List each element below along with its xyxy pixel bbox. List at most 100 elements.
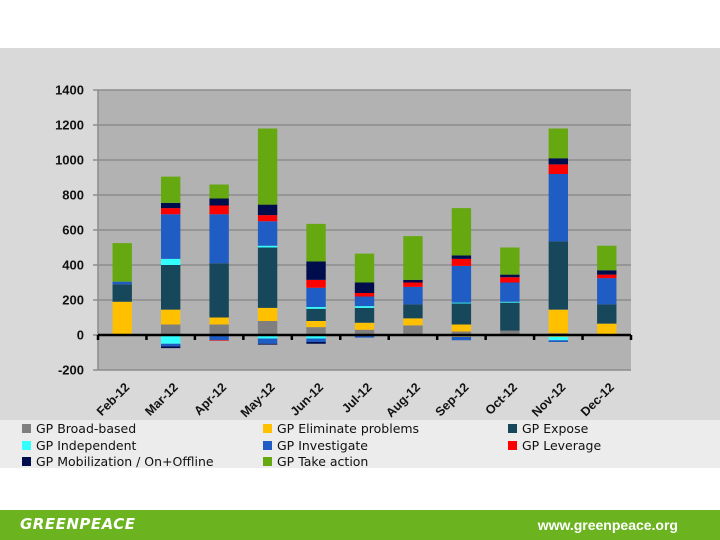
legend-item: GP Take action xyxy=(263,454,368,470)
bar-segment xyxy=(451,265,472,303)
y-tick-label: 400 xyxy=(62,258,84,273)
bar-segment-negative xyxy=(306,342,326,344)
bar-segment xyxy=(306,223,326,262)
bar-segment xyxy=(209,184,229,199)
x-tick-label: Aug-12 xyxy=(383,380,423,420)
bar-segment xyxy=(451,331,472,335)
bar-segment-negative xyxy=(548,340,569,342)
bar-segment xyxy=(209,317,229,325)
x-axis xyxy=(96,333,633,340)
bar-segment xyxy=(306,308,326,321)
y-tick-label: 200 xyxy=(62,293,84,308)
bar-segment xyxy=(403,236,423,280)
bar-segment xyxy=(403,286,423,305)
y-tick-label: 600 xyxy=(62,223,84,238)
bar-segment xyxy=(257,247,278,308)
bar-segment-negative xyxy=(257,338,278,344)
x-tick-label: May-12 xyxy=(238,380,278,420)
bar-segment xyxy=(354,329,375,335)
bar-segment xyxy=(403,282,423,287)
legend-swatch xyxy=(508,440,517,450)
bar-segment-negative xyxy=(160,335,181,344)
bar-segment xyxy=(403,325,423,335)
legend-item: GP Broad-based xyxy=(22,421,136,437)
bar-segment xyxy=(451,258,472,266)
bar-segment xyxy=(451,255,472,259)
bar-segment xyxy=(500,247,520,275)
bar-segment-negative xyxy=(451,335,472,337)
legend-label: GP Broad-based xyxy=(36,421,137,436)
greenpeace-logo: GREENPEACE xyxy=(20,515,136,533)
bar-segment xyxy=(500,274,520,278)
y-tick-label: 0 xyxy=(77,328,84,343)
x-tick-label: Sep-12 xyxy=(433,380,472,419)
bar-segment xyxy=(451,303,472,325)
x-tick-label: Jul-12 xyxy=(339,380,374,415)
x-tick-label: Jun-12 xyxy=(288,380,326,418)
legend-swatch xyxy=(508,424,517,433)
legend-item: GP Investigate xyxy=(263,438,368,454)
legend-label: GP Expose xyxy=(522,421,589,436)
legend-swatch xyxy=(263,440,272,450)
bar-segment xyxy=(112,284,132,302)
legend-item: GP Expose xyxy=(508,421,588,437)
bar-segment xyxy=(548,174,569,242)
bar-segment xyxy=(597,274,617,279)
bar-segment-negative xyxy=(306,335,326,339)
bar-segment xyxy=(160,176,181,203)
legend-label: GP Mobilization / On+Offline xyxy=(36,454,214,469)
bar-segment xyxy=(548,158,569,165)
legend-label: GP Investigate xyxy=(277,437,368,453)
bar-segment xyxy=(209,214,229,264)
stacked-bar-chart: -200 0 200 400 600 800 1000 1200 1400 Feb-12 Mar-… xyxy=(55,83,633,420)
bar-segment xyxy=(209,324,229,335)
y-tick-label: 800 xyxy=(62,188,84,203)
legend-swatch xyxy=(22,457,31,466)
bar-segment xyxy=(548,128,569,159)
legend-item: GP Leverage xyxy=(508,438,601,454)
bar-segment xyxy=(257,321,278,335)
bar-segment xyxy=(209,205,229,215)
bar-segment-negative xyxy=(160,343,181,347)
bar-segment xyxy=(306,287,326,307)
bar-segment xyxy=(354,282,375,293)
bar-segment xyxy=(160,258,181,265)
bar-segment xyxy=(306,321,326,328)
bar-segment-negative xyxy=(209,335,229,341)
bar-segment xyxy=(354,253,375,283)
bar-segment xyxy=(500,277,520,283)
y-tick-label: 1200 xyxy=(55,118,84,133)
bar-segment xyxy=(209,198,229,206)
bar-segment xyxy=(257,204,278,216)
bar-segment-negative xyxy=(548,336,569,341)
legend-label: GP Eliminate problems xyxy=(277,421,420,436)
bar-segment xyxy=(112,301,132,335)
bar-segment xyxy=(597,278,617,305)
bar-segment xyxy=(597,245,617,271)
x-tick-label: Feb-12 xyxy=(94,380,132,418)
bar-segment-negative xyxy=(354,335,375,338)
bar-segment-negative xyxy=(209,340,229,341)
bar-segment xyxy=(257,128,278,205)
bars xyxy=(112,128,617,349)
bar-segment xyxy=(500,302,520,331)
bar-segment xyxy=(354,307,375,323)
x-tick-label: Nov-12 xyxy=(529,380,568,419)
bar-segment-negative xyxy=(306,338,326,342)
bar-segment xyxy=(354,322,375,330)
bar-segment xyxy=(403,318,423,326)
bar-segment xyxy=(209,263,229,318)
x-tick-label: Apr-12 xyxy=(191,380,229,418)
website-url[interactable]: www.greenpeace.org xyxy=(537,517,678,533)
bar-segment xyxy=(257,221,278,246)
bar-segment-negative xyxy=(451,336,472,341)
legend-label: GP Independent xyxy=(36,437,137,453)
bar-segment xyxy=(306,261,326,280)
bar-segment-negative xyxy=(160,346,181,349)
bar-segment xyxy=(354,306,375,308)
bar-segment xyxy=(451,208,472,256)
bar-segment xyxy=(306,307,326,309)
x-tick-label: Dec-12 xyxy=(578,380,617,419)
x-axis-labels: Feb-12 Mar-12 Apr-12 May-12 Jun-12 Jul-12 Aug-… xyxy=(94,380,617,420)
bar-segment xyxy=(597,270,617,275)
